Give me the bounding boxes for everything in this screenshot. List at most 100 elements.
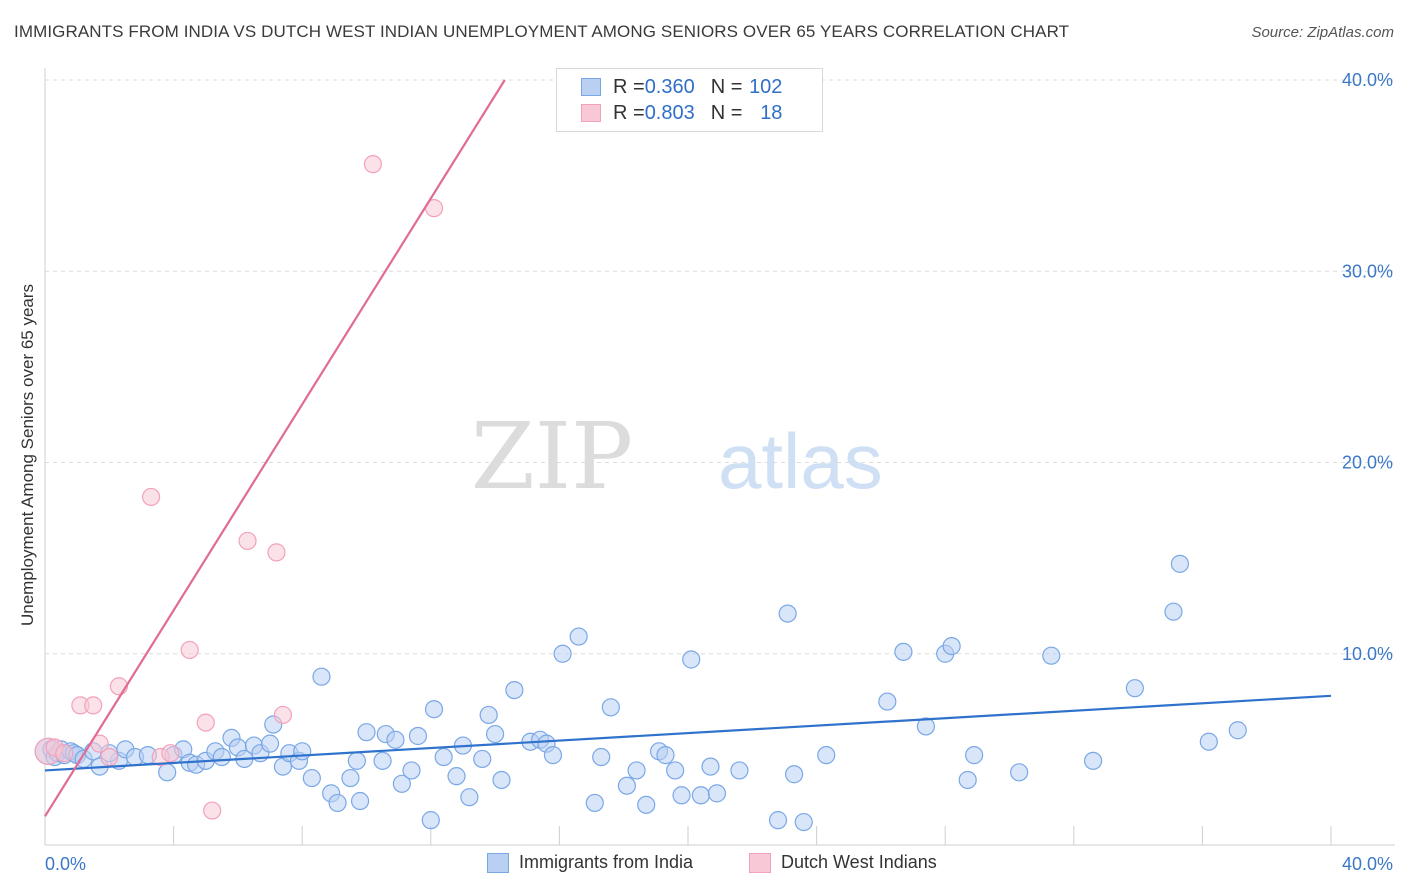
india-point	[784, 765, 804, 784]
india-point	[158, 763, 177, 782]
india-point	[328, 793, 347, 813]
axes	[44, 68, 1395, 846]
india-point	[585, 793, 604, 813]
watermark-zip: ZIP	[471, 403, 633, 510]
dutch-west-indian-point	[109, 677, 129, 696]
y-tick-label: 20.0%	[1342, 453, 1393, 473]
india-point	[408, 726, 428, 746]
dutch-west-indian-point	[161, 744, 180, 763]
dutch-west-indian-point	[363, 155, 383, 174]
legend-item-india: Immigrants from India	[487, 852, 693, 873]
india-point	[592, 747, 611, 767]
dutch-swatch-icon	[581, 104, 601, 122]
india-point	[347, 751, 366, 770]
india-point	[1228, 721, 1247, 740]
watermark: ZIP atlas	[471, 403, 883, 510]
r-value: 0.803	[644, 101, 695, 124]
dutch-west-indian-point	[196, 713, 215, 732]
india-point	[656, 746, 675, 765]
stats-legend: R = 0.360 N = 102 R = 0.803 N = 18	[556, 68, 823, 132]
india-point	[1083, 751, 1103, 770]
india-point	[894, 642, 913, 661]
x-tick-label-min: 0.0%	[45, 854, 86, 874]
india-point	[302, 768, 321, 788]
india-point	[1042, 646, 1061, 665]
india-point	[492, 770, 511, 790]
y-tick-label: 10.0%	[1342, 644, 1393, 664]
india-point	[505, 680, 524, 700]
india-point	[434, 747, 453, 767]
india-point	[473, 749, 492, 769]
stats-row-dutch-west-indians: R = 0.803 N = 18	[581, 101, 782, 125]
india-point	[617, 776, 637, 795]
data-points	[34, 155, 1247, 832]
chart-source: Source: ZipAtlas.com	[1251, 24, 1394, 41]
india-point	[402, 761, 421, 780]
stats-row-india: R = 0.360 N = 102	[581, 75, 782, 99]
india-legend-swatch-icon	[487, 852, 509, 873]
india-trend-line	[44, 694, 1332, 772]
dutch-west-indian-point	[238, 531, 257, 551]
india-point	[341, 768, 360, 788]
india-point	[817, 746, 836, 765]
india-point	[730, 761, 749, 780]
dutch-west-indian-point	[267, 543, 286, 562]
dutch-west-indian-point	[203, 801, 222, 820]
legend-label: Dutch West Indians	[781, 852, 937, 872]
india-point	[666, 761, 685, 780]
india-point	[357, 723, 376, 742]
india-point	[350, 791, 370, 811]
gridlines	[45, 79, 1395, 655]
india-point	[421, 811, 440, 830]
india-point	[958, 770, 977, 790]
india-point	[424, 700, 444, 719]
india-point	[392, 774, 411, 793]
n-value: 102	[749, 75, 783, 98]
legend-item-dutch-west-indians: Dutch West Indians	[749, 852, 937, 873]
watermark-atlas: atlas	[718, 417, 883, 505]
dutch-legend-swatch-icon	[749, 852, 771, 873]
dutch-west-indian-point	[273, 705, 293, 725]
trend-lines	[44, 79, 1332, 817]
legend-label: Immigrants from India	[519, 852, 694, 872]
india-point	[942, 636, 961, 656]
chart-title: IMMIGRANTS FROM INDIA VS DUTCH WEST INDI…	[14, 22, 1070, 41]
dutch-west-indian-point	[84, 696, 103, 715]
india-point	[1170, 554, 1189, 573]
india-point	[543, 746, 563, 765]
n-value: 18	[760, 101, 783, 124]
india-point	[916, 717, 936, 736]
india-point	[569, 627, 588, 646]
india-point	[637, 795, 656, 814]
tick-labels: 10.0% 20.0% 30.0% 40.0% 0.0% 40.0%	[45, 70, 1393, 874]
india-point	[672, 786, 691, 805]
y-tick-label: 40.0%	[1342, 70, 1393, 90]
india-point	[701, 757, 720, 776]
r-label: R =	[613, 101, 645, 124]
india-point	[460, 788, 479, 807]
india-point	[373, 751, 392, 770]
india-point	[447, 767, 466, 786]
india-point	[707, 784, 727, 803]
dutch-west-indian-point	[55, 744, 74, 763]
n-label: N =	[710, 101, 743, 124]
india-point	[1164, 602, 1183, 621]
india-point	[553, 644, 572, 663]
india-point	[293, 742, 312, 761]
india-point	[601, 698, 620, 717]
y-axis-label: Unemployment Among Seniors over 65 years	[18, 283, 37, 627]
india-point	[312, 667, 331, 686]
r-value: 0.360	[644, 75, 695, 98]
r-label: R =	[613, 75, 645, 98]
n-label: N =	[710, 75, 743, 98]
india-point	[768, 811, 788, 830]
dutch-west-indian-point	[141, 487, 161, 507]
india-point	[794, 812, 813, 832]
dutch-west-indian-point	[100, 747, 119, 767]
india-point	[691, 786, 710, 805]
india-point	[479, 705, 498, 725]
india-point	[1010, 763, 1029, 782]
india-point	[260, 734, 280, 753]
india-point	[778, 604, 797, 623]
